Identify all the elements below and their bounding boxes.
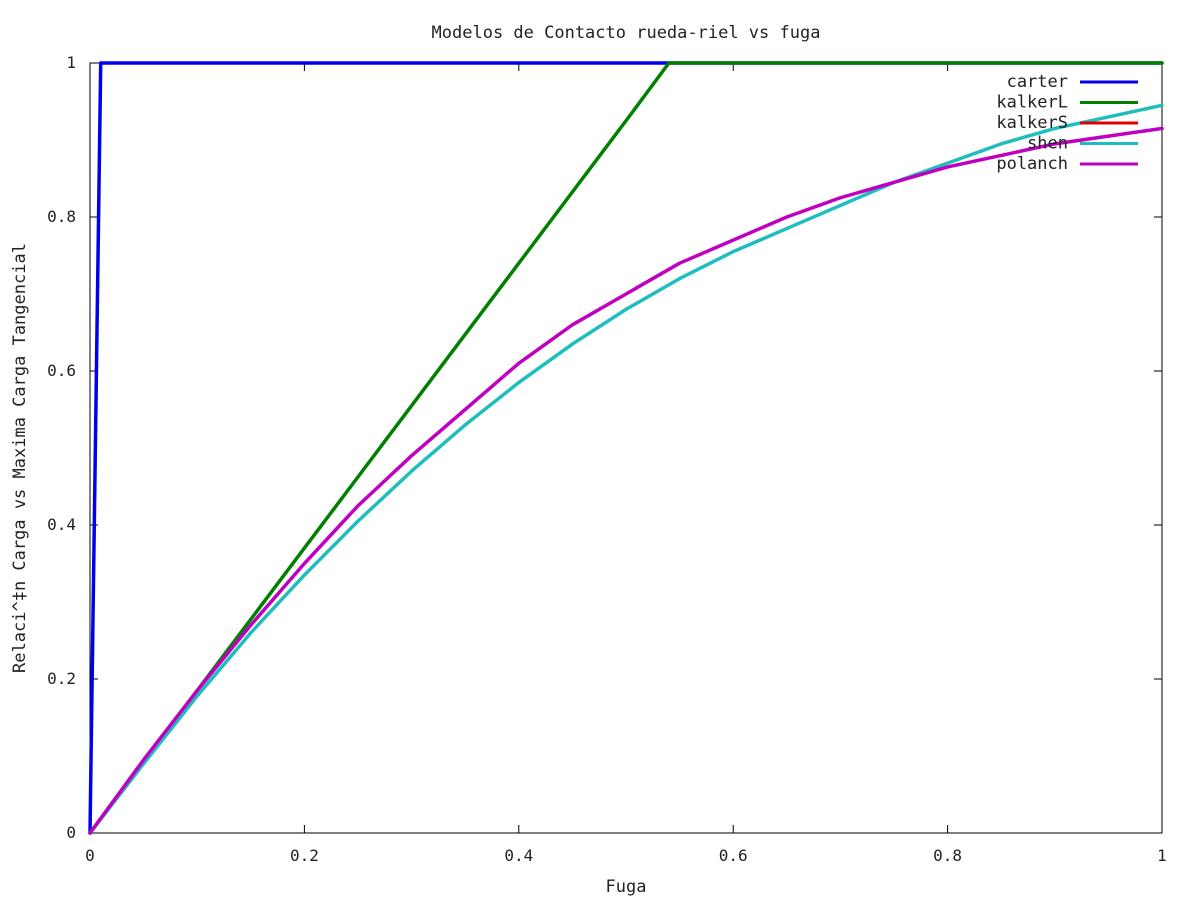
y-axis-title: Relaci^‡n Carga vs Maxima Carga Tangenci… (10, 243, 30, 673)
y-tick-label: 0.6 (47, 361, 76, 380)
plot-frame (89, 62, 1163, 834)
legend-label-kalkerS: kalkerS (996, 113, 1068, 133)
chart-title: Modelos de Contacto rueda-riel vs fuga (432, 23, 821, 43)
x-tick-label: 1 (1157, 846, 1167, 865)
legend-label-polanch: polanch (996, 154, 1068, 174)
x-tick-label: 0.6 (719, 846, 748, 865)
series-line-polanch (88, 126, 1164, 835)
x-tick-label: 0 (85, 846, 95, 865)
legend-label-shen: shen (1027, 134, 1068, 154)
x-tick-label: 0.8 (933, 846, 962, 865)
plot-border (89, 62, 1163, 834)
series-line-kalkerL (88, 61, 1164, 835)
y-tick-label: 0.8 (47, 207, 76, 226)
series-lines (88, 61, 1164, 835)
series-line-shen (88, 103, 1164, 835)
series-line-carter (88, 61, 1164, 835)
y-tick-label: 0 (66, 823, 76, 842)
x-tick-label: 0.4 (504, 846, 533, 865)
legend-label-carter: carter (1007, 72, 1068, 92)
legend-label-kalkerL: kalkerL (996, 93, 1068, 113)
y-tick-label: 1 (66, 53, 76, 72)
x-axis-title: Fuga (606, 877, 647, 897)
x-tick-label: 0.2 (290, 846, 319, 865)
y-tick-label: 0.4 (47, 515, 76, 534)
y-tick-label: 0.2 (47, 669, 76, 688)
axis-ticks: 0 0.2 0.4 0.6 0.8 1 0 0.2 0.4 0.6 0.8 1 (47, 53, 1167, 865)
